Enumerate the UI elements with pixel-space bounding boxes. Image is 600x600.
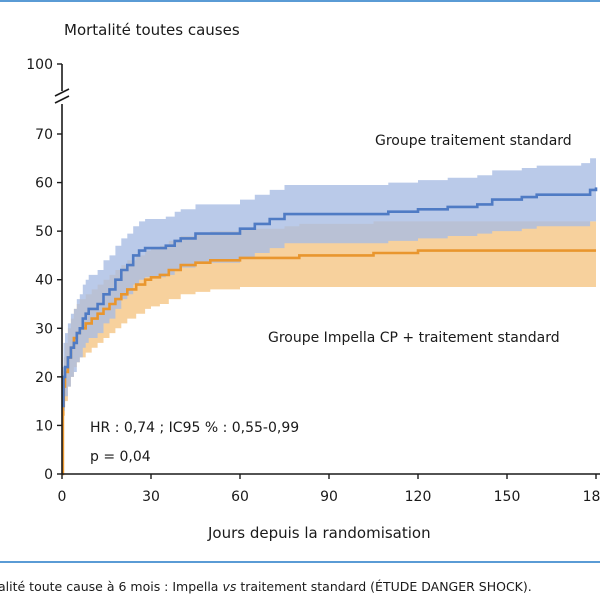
y-tick-label: 60 xyxy=(35,176,53,192)
chart-title: Mortalité toutes causes xyxy=(64,21,240,39)
km-chart: Mortalité toutes causes 0 10 20 30 40 50 60 70 1… xyxy=(26,21,600,542)
axis-break-mark xyxy=(54,88,70,97)
y-tick-label: 100 xyxy=(26,57,53,73)
x-tick-label: 150 xyxy=(494,489,521,505)
x-tick-label: 30 xyxy=(142,489,160,505)
caption-italic: vs xyxy=(222,579,237,594)
x-tick-label: 180 xyxy=(583,489,600,505)
y-tick-label: 50 xyxy=(35,224,53,240)
series-label-standard: Groupe traitement standard xyxy=(375,133,572,149)
confidence-bands xyxy=(62,158,596,474)
y-tick-label: 40 xyxy=(35,273,53,289)
p-value-annotation: p = 0,04 xyxy=(90,449,151,465)
survival-line-standard xyxy=(62,187,598,408)
series-label-impella: Groupe Impella CP + traitement standard xyxy=(268,330,560,346)
bottom-rule xyxy=(0,561,600,563)
figure-caption: alité toute cause à 6 mois : Impella vs … xyxy=(0,579,600,594)
axes xyxy=(54,63,600,479)
y-tick-label: 0 xyxy=(44,467,53,483)
series-lines xyxy=(61,187,598,476)
x-axis-label: Jours depuis la randomisation xyxy=(207,524,431,542)
y-tick-label: 70 xyxy=(35,127,53,143)
axis-break-mark xyxy=(54,95,70,104)
caption-suffix: traitement standard (ÉTUDE DANGER SHOCK)… xyxy=(236,579,532,594)
caption-prefix: alité toute cause à 6 mois : Impella xyxy=(0,579,223,594)
x-tick-label: 0 xyxy=(58,489,67,505)
x-tick-label: 90 xyxy=(320,489,338,505)
y-tick-label: 30 xyxy=(35,321,53,337)
y-tick-label: 10 xyxy=(35,418,53,434)
ci-band-standard xyxy=(62,158,596,445)
top-rule xyxy=(0,0,600,2)
x-tick-label: 120 xyxy=(405,489,432,505)
ci-band-impella xyxy=(62,216,596,474)
hazard-ratio-annotation: HR : 0,74 ; IC95 % : 0,55-0,99 xyxy=(90,420,299,436)
x-tick-label: 60 xyxy=(231,489,249,505)
y-tick-label: 20 xyxy=(35,370,53,386)
tick-labels: 0 10 20 30 40 50 60 70 100 0 30 60 90 120 150 180 xyxy=(26,57,600,505)
